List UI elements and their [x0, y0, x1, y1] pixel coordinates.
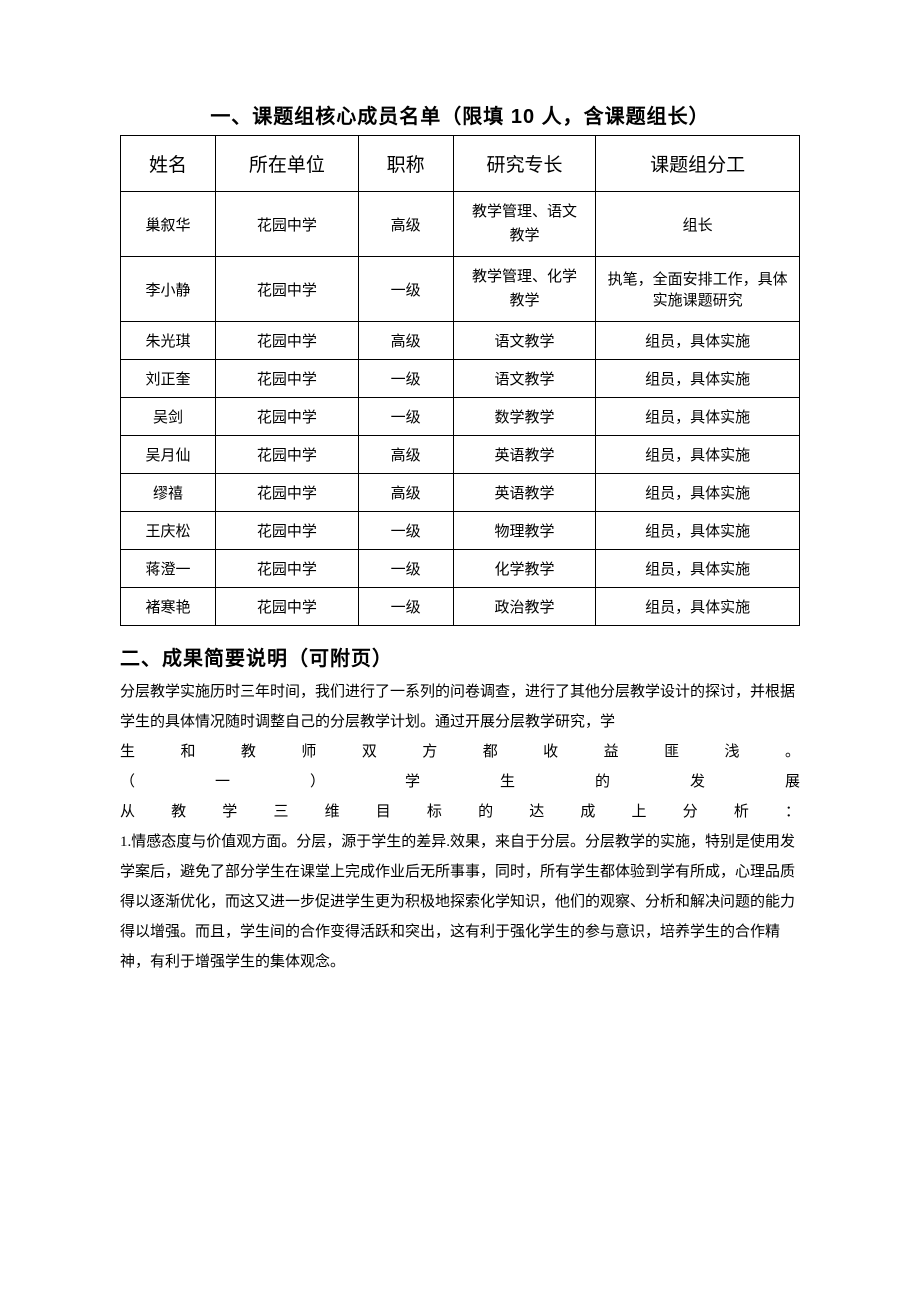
- body-para-1: 分层教学实施历时三年时间，我们进行了一系列的问卷调查，进行了其他分层教学设计的探…: [120, 677, 800, 737]
- cell-spec: 政治教学: [453, 588, 596, 626]
- cell-role: 组员，具体实施: [596, 588, 800, 626]
- cell-role: 组员，具体实施: [596, 436, 800, 474]
- cell-rank: 高级: [358, 322, 453, 360]
- cell-unit: 花园中学: [216, 192, 359, 257]
- body-line-dist-3: 从教学三维目标的达成上分析：: [120, 797, 800, 827]
- cell-spec: 语文教学: [453, 322, 596, 360]
- cell-spec: 英语教学: [453, 436, 596, 474]
- cell-unit: 花园中学: [216, 257, 359, 322]
- cell-name: 缪禧: [121, 474, 216, 512]
- table-row: 褚寒艳花园中学一级政治教学组员，具体实施: [121, 588, 800, 626]
- section-1-title: 一、课题组核心成员名单（限填 10 人，含课题组长）: [120, 100, 800, 129]
- cell-name: 吴剑: [121, 398, 216, 436]
- cell-spec: 语文教学: [453, 360, 596, 398]
- cell-spec: 教学管理、语文教学: [453, 192, 596, 257]
- cell-role: 组员，具体实施: [596, 512, 800, 550]
- cell-unit: 花园中学: [216, 512, 359, 550]
- cell-name: 巢叙华: [121, 192, 216, 257]
- cell-name: 朱光琪: [121, 322, 216, 360]
- cell-spec: 化学教学: [453, 550, 596, 588]
- cell-name: 吴月仙: [121, 436, 216, 474]
- cell-spec: 数学教学: [453, 398, 596, 436]
- cell-unit: 花园中学: [216, 550, 359, 588]
- cell-rank: 一级: [358, 257, 453, 322]
- cell-rank: 高级: [358, 436, 453, 474]
- cell-rank: 一级: [358, 550, 453, 588]
- col-header-rank: 职称: [358, 136, 453, 192]
- cell-rank: 一级: [358, 398, 453, 436]
- cell-unit: 花园中学: [216, 360, 359, 398]
- table-row: 刘正奎花园中学一级语文教学组员，具体实施: [121, 360, 800, 398]
- members-table-body: 巢叙华花园中学高级教学管理、语文教学组长李小静花园中学一级教学管理、化学教学执笔…: [121, 192, 800, 626]
- section-2-body: 分层教学实施历时三年时间，我们进行了一系列的问卷调查，进行了其他分层教学设计的探…: [120, 677, 800, 977]
- cell-rank: 一级: [358, 360, 453, 398]
- table-row: 朱光琪花园中学高级语文教学组员，具体实施: [121, 322, 800, 360]
- cell-role: 执笔，全面安排工作，具体实施课题研究: [596, 257, 800, 322]
- table-row: 吴月仙花园中学高级英语教学组员，具体实施: [121, 436, 800, 474]
- cell-unit: 花园中学: [216, 398, 359, 436]
- cell-role: 组员，具体实施: [596, 550, 800, 588]
- cell-role: 组员，具体实施: [596, 474, 800, 512]
- cell-rank: 一级: [358, 512, 453, 550]
- table-row: 蒋澄一花园中学一级化学教学组员，具体实施: [121, 550, 800, 588]
- col-header-role: 课题组分工: [596, 136, 800, 192]
- cell-spec: 教学管理、化学教学: [453, 257, 596, 322]
- cell-name: 李小静: [121, 257, 216, 322]
- table-row: 巢叙华花园中学高级教学管理、语文教学组长: [121, 192, 800, 257]
- cell-unit: 花园中学: [216, 436, 359, 474]
- body-line-dist-1: 生和教师双方都收益匪浅。: [120, 737, 800, 767]
- document-page: 一、课题组核心成员名单（限填 10 人，含课题组长） 姓名 所在单位 职称 研究…: [0, 0, 920, 1301]
- table-row: 李小静花园中学一级教学管理、化学教学执笔，全面安排工作，具体实施课题研究: [121, 257, 800, 322]
- table-row: 王庆松花园中学一级物理教学组员，具体实施: [121, 512, 800, 550]
- table-row: 缪禧花园中学高级英语教学组员，具体实施: [121, 474, 800, 512]
- cell-role: 组长: [596, 192, 800, 257]
- col-header-name: 姓名: [121, 136, 216, 192]
- cell-name: 褚寒艳: [121, 588, 216, 626]
- cell-name: 蒋澄一: [121, 550, 216, 588]
- cell-role: 组员，具体实施: [596, 398, 800, 436]
- cell-name: 刘正奎: [121, 360, 216, 398]
- cell-spec: 英语教学: [453, 474, 596, 512]
- table-row: 吴剑花园中学一级数学教学组员，具体实施: [121, 398, 800, 436]
- body-para-2: 1.情感态度与价值观方面。分层，源于学生的差异.效果，来自于分层。分层教学的实施…: [120, 827, 800, 977]
- col-header-spec: 研究专长: [453, 136, 596, 192]
- cell-spec: 物理教学: [453, 512, 596, 550]
- body-line-dist-2: （一）学生的发展: [120, 767, 800, 797]
- members-table: 姓名 所在单位 职称 研究专长 课题组分工 巢叙华花园中学高级教学管理、语文教学…: [120, 135, 800, 626]
- table-header-row: 姓名 所在单位 职称 研究专长 课题组分工: [121, 136, 800, 192]
- col-header-unit: 所在单位: [216, 136, 359, 192]
- cell-role: 组员，具体实施: [596, 322, 800, 360]
- cell-rank: 高级: [358, 474, 453, 512]
- cell-rank: 高级: [358, 192, 453, 257]
- cell-name: 王庆松: [121, 512, 216, 550]
- cell-rank: 一级: [358, 588, 453, 626]
- cell-role: 组员，具体实施: [596, 360, 800, 398]
- section-2-title: 二、成果简要说明（可附页）: [120, 642, 800, 671]
- cell-unit: 花园中学: [216, 474, 359, 512]
- cell-unit: 花园中学: [216, 588, 359, 626]
- cell-unit: 花园中学: [216, 322, 359, 360]
